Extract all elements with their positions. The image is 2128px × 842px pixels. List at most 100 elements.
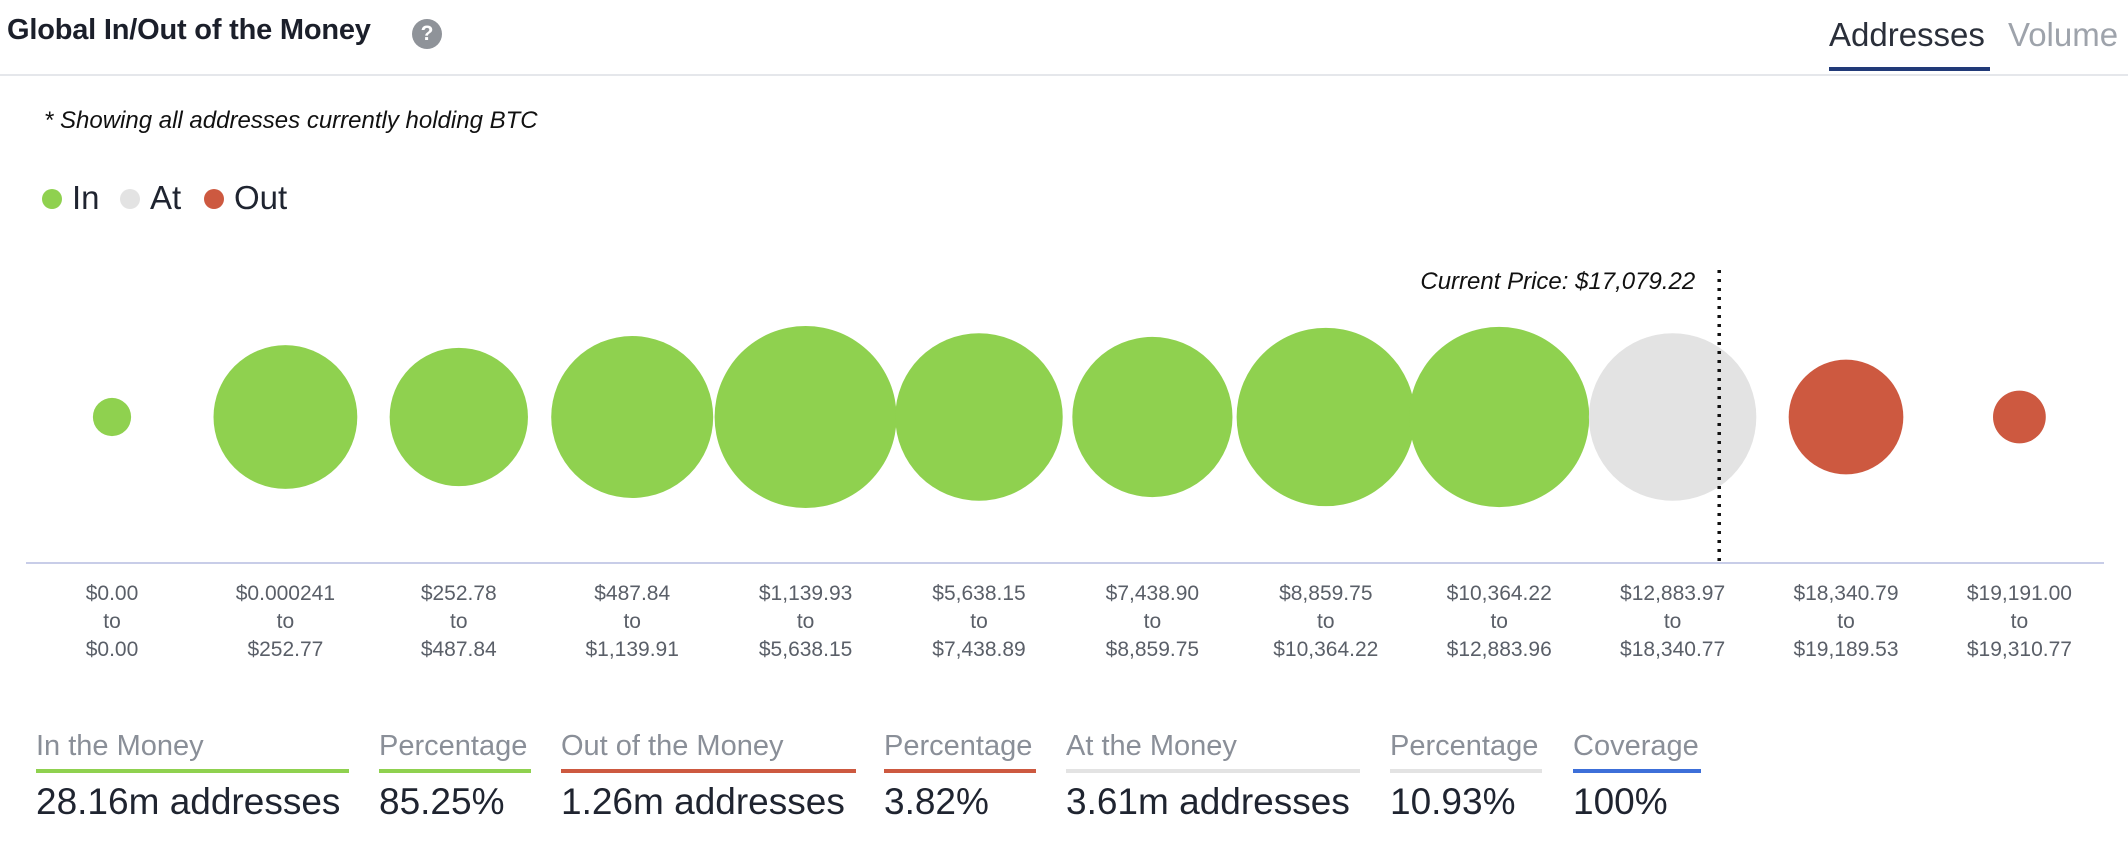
current-price-label: Current Price: $17,079.22: [1420, 268, 1695, 295]
range-joiner: to: [797, 610, 815, 633]
range-label-10: $12,883.97 to $18,340.77: [1620, 582, 1725, 661]
stat-at-percentage: Percentage 10.93%: [1390, 730, 1542, 823]
range-to: $12,883.96: [1447, 638, 1552, 661]
range-joiner: to: [1490, 610, 1508, 633]
range-to: $10,364.22: [1273, 638, 1378, 661]
stat-value-at-percentage: 10.93%: [1390, 781, 1516, 822]
stat-in-the-money: In the Money 28.16m addresses: [36, 730, 349, 823]
stat-coverage: Coverage 100%: [1573, 730, 1701, 823]
question-circle-icon[interactable]: ?: [412, 19, 442, 49]
range-label-6: $5,638.15 to $7,438.89: [932, 582, 1025, 661]
stat-value-in-the-money: 28.16m addresses: [36, 781, 341, 822]
tab-volume[interactable]: Volume: [2008, 16, 2119, 53]
range-label-2: $0.000241 to $252.77: [236, 582, 335, 661]
stat-value-at-the-money: 3.61m addresses: [1066, 781, 1350, 822]
range-label-8: $8,859.75 to $10,364.22: [1273, 582, 1378, 661]
range-to: $1,139.91: [585, 638, 678, 661]
stat-value-out-percentage: 3.82%: [884, 781, 989, 822]
range-from: $487.84: [594, 582, 670, 605]
bubble-in-2: [213, 345, 358, 489]
bubble-in-9: [1409, 326, 1590, 508]
widget-title: Global In/Out of the Money: [7, 14, 371, 46]
stat-label-in-percentage: Percentage: [379, 730, 528, 762]
stat-bar-out-of-the-money: [561, 769, 856, 773]
range-from: $5,638.15: [932, 582, 1025, 605]
widget-header: Global In/Out of the Money ? Addresses V…: [0, 0, 2128, 76]
range-label-1: $0.00 to $0.00: [86, 582, 139, 661]
legend-dot-at: [120, 189, 140, 209]
holding-note: * Showing all addresses currently holdin…: [44, 107, 538, 134]
stat-label-out-of-the-money: Out of the Money: [561, 730, 784, 762]
range-joiner: to: [1664, 610, 1682, 633]
range-from: $0.000241: [236, 582, 335, 605]
bubble-in-8: [1236, 327, 1415, 507]
stat-label-at-the-money: At the Money: [1066, 730, 1237, 762]
range-to: $5,638.15: [759, 638, 852, 661]
stat-value-coverage: 100%: [1573, 781, 1668, 822]
range-from: $0.00: [86, 582, 139, 605]
range-to: $19,310.77: [1967, 638, 2072, 661]
range-from: $10,364.22: [1447, 582, 1552, 605]
stat-value-in-percentage: 85.25%: [379, 781, 505, 822]
range-from: $1,139.93: [759, 582, 852, 605]
iomap-bubble-chart: Current Price: $17,079.22$0.00 to $0.00$0.…: [26, 268, 2104, 661]
stat-label-at-percentage: Percentage: [1390, 730, 1539, 762]
range-joiner: to: [1317, 610, 1335, 633]
range-label-12: $19,191.00 to $19,310.77: [1967, 582, 2072, 661]
range-label-7: $7,438.90 to $8,859.75: [1106, 582, 1199, 661]
legend-label-out: Out: [234, 179, 288, 216]
bubble-in-4: [551, 336, 714, 498]
legend-label-in: In: [72, 179, 100, 216]
stat-label-coverage: Coverage: [1573, 730, 1699, 762]
stat-out-of-the-money: Out of the Money 1.26m addresses: [561, 730, 856, 823]
bubble-out-12: [1993, 390, 2046, 444]
range-joiner: to: [1144, 610, 1162, 633]
bubble-in-5: [714, 326, 897, 508]
stat-bar-at-the-money: [1066, 769, 1360, 773]
range-joiner: to: [623, 610, 641, 633]
range-joiner: to: [103, 610, 121, 633]
legend-dot-out: [204, 189, 224, 209]
range-from: $7,438.90: [1106, 582, 1199, 605]
stat-label-in-the-money: In the Money: [36, 730, 204, 762]
range-from: $12,883.97: [1620, 582, 1725, 605]
bubble-at-10: [1588, 333, 1757, 501]
bubble-in-1: [92, 397, 132, 437]
stat-out-percentage: Percentage 3.82%: [884, 730, 1036, 823]
bubble-in-3: [389, 347, 528, 487]
range-label-9: $10,364.22 to $12,883.96: [1447, 582, 1552, 661]
tab-addresses[interactable]: Addresses: [1829, 16, 1985, 53]
range-to: $487.84: [421, 638, 497, 661]
stat-at-the-money: At the Money 3.61m addresses: [1066, 730, 1360, 823]
active-tab-indicator: [1829, 67, 1990, 71]
range-to: $18,340.77: [1620, 638, 1725, 661]
range-from: $8,859.75: [1279, 582, 1372, 605]
legend-dot-in: [42, 189, 62, 209]
stat-bar-in-percentage: [379, 769, 531, 773]
range-label-3: $252.78 to $487.84: [421, 582, 497, 661]
range-label-4: $487.84 to $1,139.91: [585, 582, 678, 661]
range-label-5: $1,139.93 to $5,638.15: [759, 582, 852, 661]
range-joiner: to: [2011, 610, 2029, 633]
stat-bar-in-the-money: [36, 769, 349, 773]
bubble-in-6: [895, 333, 1063, 501]
range-joiner: to: [450, 610, 468, 633]
range-to: $7,438.89: [932, 638, 1025, 661]
legend-label-at: At: [150, 179, 182, 216]
range-from: $19,191.00: [1967, 582, 2072, 605]
range-joiner: to: [277, 610, 295, 633]
stat-bar-at-percentage: [1390, 769, 1542, 773]
stat-in-percentage: Percentage 85.25%: [379, 730, 531, 823]
range-to: $0.00: [86, 638, 139, 661]
summary-stats: In the Money 28.16m addresses Percentage…: [0, 730, 2128, 840]
stat-bar-coverage: [1573, 769, 1701, 773]
range-to: $19,189.53: [1793, 638, 1898, 661]
stat-bar-out-percentage: [884, 769, 1036, 773]
range-to: $252.77: [247, 638, 323, 661]
range-label-11: $18,340.79 to $19,189.53: [1793, 582, 1898, 661]
stat-label-out-percentage: Percentage: [884, 730, 1033, 762]
stat-value-out-of-the-money: 1.26m addresses: [561, 781, 845, 822]
range-joiner: to: [970, 610, 988, 633]
bubble-in-7: [1072, 336, 1233, 498]
range-joiner: to: [1837, 610, 1855, 633]
